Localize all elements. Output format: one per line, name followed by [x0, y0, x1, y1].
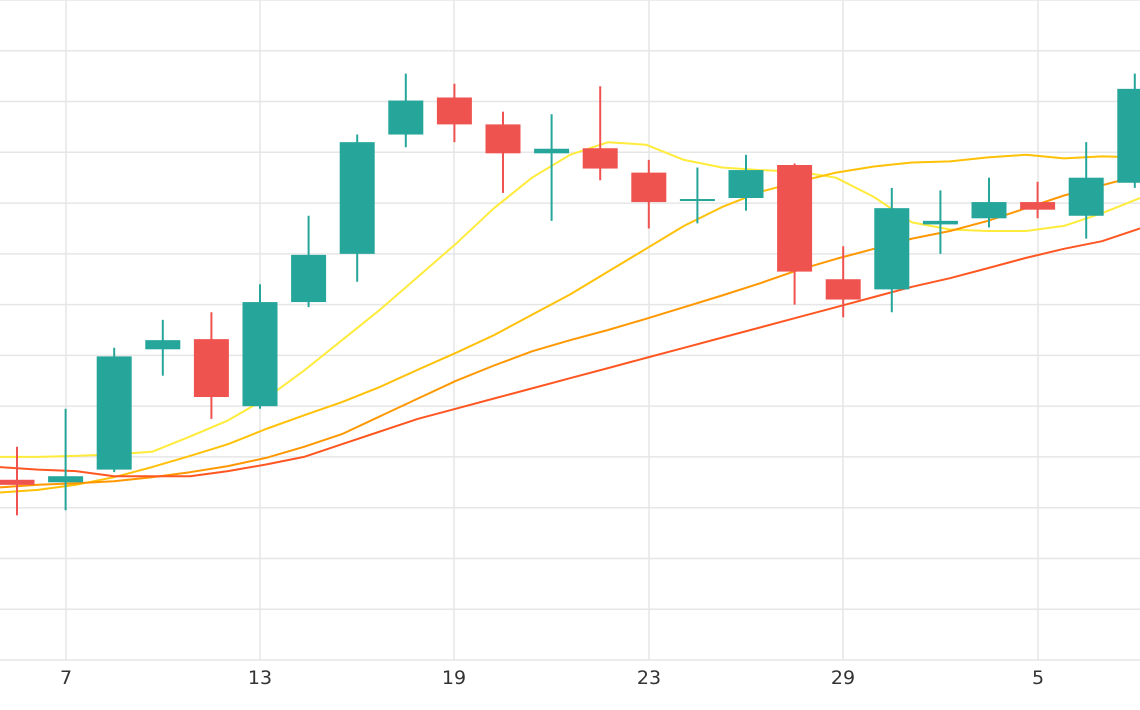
candle-body: [534, 148, 570, 154]
candle-body: [1068, 177, 1104, 216]
candle-body: [48, 476, 84, 483]
candle-body: [971, 202, 1007, 219]
moving-average-line-1: [0, 141, 1140, 458]
x-tick-label: 7: [60, 667, 72, 689]
candle-body: [1117, 88, 1140, 183]
candle-body: [388, 100, 424, 135]
candle: [1020, 181, 1056, 219]
candle: [631, 159, 667, 229]
candle: [971, 177, 1007, 228]
candle-body: [825, 279, 861, 300]
candle: [922, 190, 958, 254]
candle-body: [631, 172, 667, 203]
candle-body: [582, 148, 618, 169]
candle: [193, 312, 229, 419]
candle: [291, 215, 327, 308]
candle-body: [0, 479, 35, 485]
candles: [0, 73, 1140, 516]
candle: [874, 187, 910, 313]
candle-body: [145, 340, 181, 350]
candle: [145, 319, 181, 376]
candle: [582, 86, 618, 181]
candle-body: [193, 339, 229, 398]
candle: [534, 114, 570, 221]
candle-body: [922, 220, 958, 225]
horizontal-gridlines: [0, 0, 1140, 661]
moving-average-line-2: [0, 153, 1140, 494]
candle: [1068, 142, 1104, 239]
candle-body: [96, 356, 132, 470]
candle: [728, 154, 764, 211]
candle-body: [874, 208, 910, 290]
candle: [242, 284, 278, 409]
candle: [388, 73, 424, 148]
candle-body: [291, 254, 327, 303]
candle-body: [485, 124, 521, 154]
moving-average-line-3: [0, 174, 1140, 489]
x-tick-label: 19: [442, 667, 466, 689]
candle: [1117, 73, 1140, 188]
candle-body: [1020, 202, 1056, 210]
candle-body: [242, 302, 278, 407]
candle-body: [339, 142, 375, 254]
x-tick-label: 13: [248, 667, 272, 689]
moving-average-lines: [0, 141, 1140, 494]
candle-body: [436, 97, 472, 125]
x-axis-tick-labels: 7 13 19 23 29 5: [60, 667, 1044, 689]
candle-body: [728, 170, 764, 198]
x-tick-label: 5: [1032, 667, 1044, 689]
candle: [339, 134, 375, 282]
candle: [48, 408, 84, 511]
candle: [96, 347, 132, 473]
candle: [679, 167, 715, 224]
vertical-gridlines: [65, 0, 1039, 660]
candle-body: [679, 199, 715, 202]
candle-body: [777, 165, 813, 272]
candle: [825, 246, 861, 318]
x-tick-label: 29: [831, 667, 855, 689]
moving-average-line-4: [0, 227, 1140, 478]
x-tick-label: 23: [637, 667, 661, 689]
candle: [777, 163, 813, 305]
candle: [436, 83, 472, 143]
candle: [0, 446, 35, 516]
candle: [485, 111, 521, 193]
